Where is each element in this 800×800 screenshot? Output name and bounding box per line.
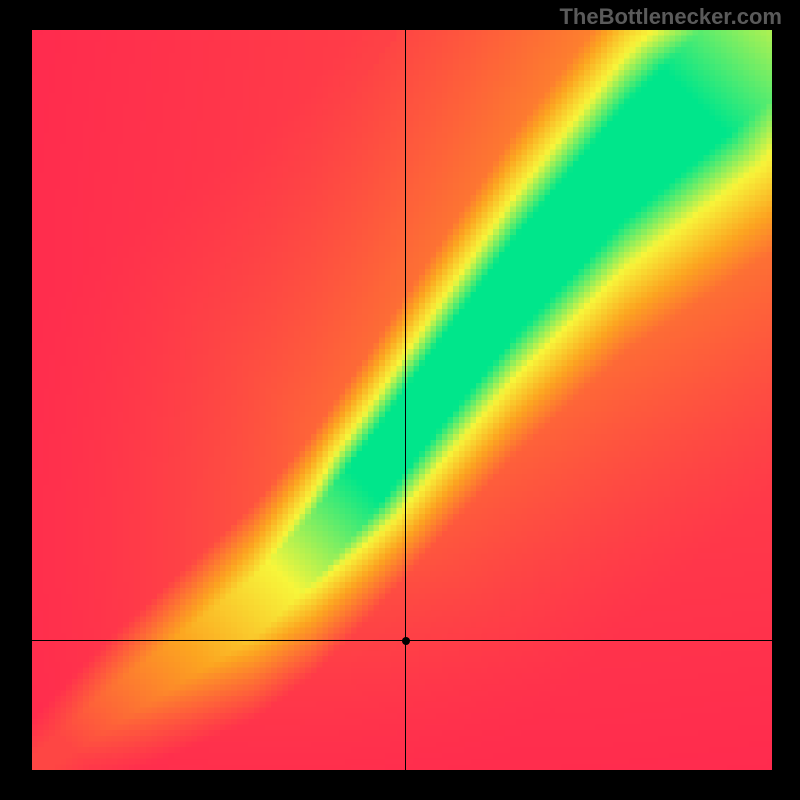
heatmap-plot (32, 30, 772, 770)
chart-container: TheBottlenecker.com (0, 0, 800, 800)
watermark-text: TheBottlenecker.com (559, 4, 782, 30)
crosshair-vertical (405, 30, 406, 770)
heatmap-canvas (32, 30, 772, 770)
crosshair-marker-dot (402, 637, 410, 645)
